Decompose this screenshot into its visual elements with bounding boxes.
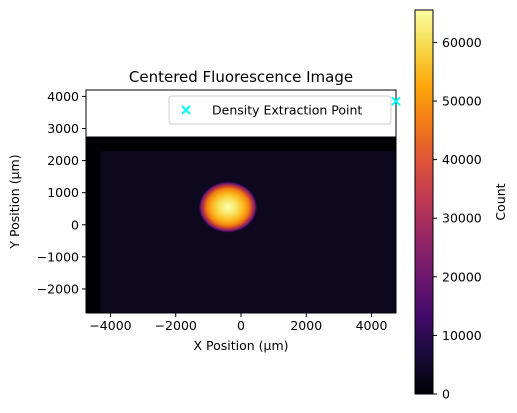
chart-title: Centered Fluorescence Image <box>129 68 353 86</box>
x-tick-label: −4000 <box>89 318 131 333</box>
x-tick-label: 4000 <box>356 318 388 333</box>
y-axis-ticks: −2000 −1000 0 1000 2000 3000 4000 <box>37 89 86 296</box>
x-tick-label: 0 <box>237 318 245 333</box>
colorbar-tick-label: 30000 <box>442 211 482 226</box>
y-tick-label: 0 <box>71 217 79 232</box>
legend-label: Density Extraction Point <box>212 103 362 118</box>
colorbar-gradient <box>414 9 434 395</box>
y-tick-label: 3000 <box>47 121 79 136</box>
y-tick-label: 1000 <box>47 185 79 200</box>
x-axis-ticks: −4000 −2000 0 2000 4000 <box>89 313 387 333</box>
colorbar: 0 10000 20000 30000 40000 50000 60000 Count <box>414 9 508 402</box>
legend-box <box>168 95 392 125</box>
image-top-dark-band <box>86 136 396 151</box>
colorbar-ticks: 0 10000 20000 30000 40000 50000 60000 <box>433 35 482 402</box>
y-tick-label: 2000 <box>47 153 79 168</box>
legend-marker-x-icon <box>181 105 191 115</box>
plot-area: −4000 −2000 0 2000 4000 −2000 −1000 0 1000 2000 3… <box>37 89 401 333</box>
x-tick-label: −2000 <box>155 318 197 333</box>
colorbar-label: Count <box>493 183 508 220</box>
y-tick-label: −2000 <box>37 281 79 296</box>
colorbar-tick-label: 60000 <box>442 35 482 50</box>
image-left-dark-band <box>86 136 101 313</box>
colorbar-tick-label: 10000 <box>442 328 482 343</box>
x-axis-label: X Position (µm) <box>193 338 288 353</box>
y-tick-label: −1000 <box>37 249 79 264</box>
x-tick-label: 2000 <box>290 318 322 333</box>
colorbar-tick-label: 20000 <box>442 269 482 284</box>
density-extraction-point-marker <box>391 96 401 106</box>
colorbar-tick-label: 50000 <box>442 94 482 109</box>
legend: Density Extraction Point <box>168 95 392 125</box>
fluorescence-spot <box>198 181 258 233</box>
colorbar-tick-label: 0 <box>442 387 450 402</box>
y-tick-label: 4000 <box>47 89 79 104</box>
colorbar-tick-label: 40000 <box>442 152 482 167</box>
y-axis-label: Y Position (µm) <box>7 154 22 249</box>
